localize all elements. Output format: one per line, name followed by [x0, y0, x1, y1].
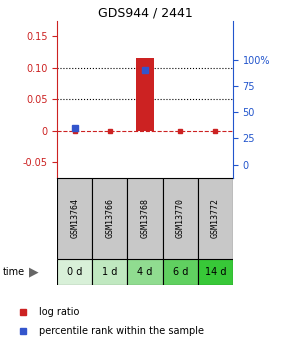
- Text: GSM13766: GSM13766: [105, 198, 114, 238]
- Text: percentile rank within the sample: percentile rank within the sample: [39, 326, 204, 336]
- Bar: [57, 259, 92, 285]
- Text: GSM13770: GSM13770: [176, 198, 185, 238]
- Text: 0 d: 0 d: [67, 267, 82, 277]
- Text: GSM13768: GSM13768: [141, 198, 149, 238]
- Text: 1 d: 1 d: [102, 267, 117, 277]
- Text: 6 d: 6 d: [173, 267, 188, 277]
- Text: 4 d: 4 d: [137, 267, 153, 277]
- Bar: [198, 178, 233, 259]
- Bar: [136, 58, 154, 131]
- Text: ▶: ▶: [29, 265, 38, 278]
- Bar: [127, 178, 163, 259]
- Text: GSM13764: GSM13764: [70, 198, 79, 238]
- Text: time: time: [3, 267, 25, 277]
- Bar: [92, 178, 127, 259]
- Bar: [57, 178, 92, 259]
- Text: GSM13772: GSM13772: [211, 198, 220, 238]
- Bar: [198, 259, 233, 285]
- Bar: [92, 259, 127, 285]
- Bar: [127, 259, 163, 285]
- Bar: [163, 178, 198, 259]
- Text: log ratio: log ratio: [39, 307, 79, 317]
- Bar: [163, 259, 198, 285]
- Text: 14 d: 14 d: [205, 267, 226, 277]
- Title: GDS944 / 2441: GDS944 / 2441: [98, 7, 193, 20]
